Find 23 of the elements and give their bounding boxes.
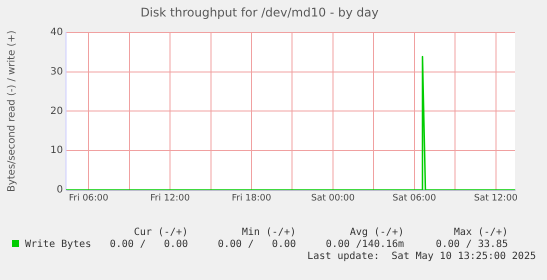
x-tick-label: Fri 06:00 [68,194,109,204]
legend-label: Write Bytes [24,239,92,250]
text: 0.00 / 33.85 [436,239,508,250]
y-tick-label: 10 [50,145,63,156]
chart-title: Disk throughput for /dev/md10 - by day [140,5,379,20]
y-tick-label: 0 [56,184,63,196]
text: Last update: Sat May 10 13:25:00 2025 [307,251,536,262]
y-tick-label: 30 [50,66,63,78]
x-tick-label: Fri 12:00 [150,194,190,204]
y-axis-title: Bytes/second read (-) / write (+) [6,30,18,192]
text: 0.00 / 0.00 [110,239,188,250]
x-tick-label: Sat 12:00 [474,194,518,204]
y-tick-label: 20 [50,106,63,117]
x-tick-label: Fri 18:00 [232,194,272,204]
text: 0.00 /140.16m [326,239,404,250]
x-tick-label: Sat 06:00 [392,194,436,204]
text: 0.00 / 0.00 [218,239,296,250]
x-tick-label: Sat 00:00 [311,194,355,204]
text: Cur (-/+) [134,227,188,238]
text: Avg (-/+) [350,227,404,238]
text: Min (-/+) [242,227,296,238]
text: Max (-/+) [454,227,508,238]
y-tick-label: 40 [50,26,63,38]
